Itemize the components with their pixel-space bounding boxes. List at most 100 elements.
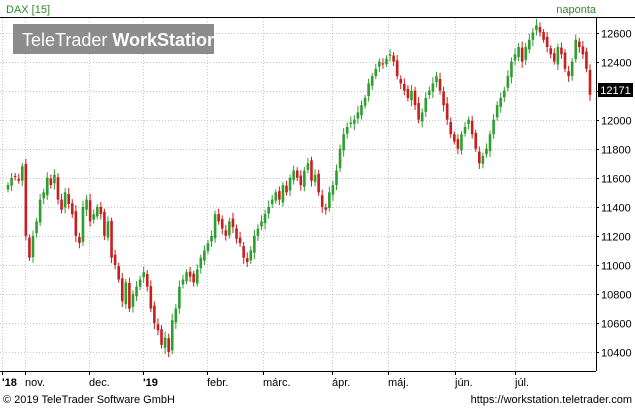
x-tick-label: '19 xyxy=(143,377,158,389)
x-tick-label: jún. xyxy=(454,377,473,389)
candle-body xyxy=(588,70,592,95)
candle xyxy=(256,224,260,241)
candle-body xyxy=(324,207,328,210)
candle xyxy=(92,209,95,224)
candle-body xyxy=(545,36,549,48)
y-tick-label: 10800 xyxy=(601,290,632,302)
candle xyxy=(378,58,381,73)
horizontal-gridlines xyxy=(0,33,596,353)
candle-body xyxy=(442,91,445,106)
candle xyxy=(353,115,356,131)
candle xyxy=(424,91,428,117)
candle-body xyxy=(145,273,149,287)
candle-body xyxy=(424,97,428,112)
candle xyxy=(99,202,103,220)
candle-body xyxy=(228,221,231,236)
candle xyxy=(485,143,488,158)
candle-body xyxy=(242,246,245,258)
candle xyxy=(238,231,242,247)
candle xyxy=(38,194,42,226)
candle xyxy=(431,77,435,99)
candle xyxy=(345,122,349,139)
candle-body xyxy=(542,31,545,40)
candle xyxy=(220,215,224,235)
candle xyxy=(145,270,149,292)
interval-label: naponta xyxy=(556,4,597,16)
candle xyxy=(131,290,135,313)
candle xyxy=(570,58,574,81)
candle-body xyxy=(6,185,10,190)
candle xyxy=(338,144,342,172)
candle xyxy=(185,269,188,285)
watermark-box xyxy=(13,24,214,54)
candle-body xyxy=(10,177,13,186)
candle xyxy=(320,189,324,213)
candle xyxy=(24,158,28,241)
candle xyxy=(160,324,163,349)
candle xyxy=(367,78,370,102)
plot-area-background xyxy=(0,18,596,371)
candle xyxy=(213,210,217,243)
candle xyxy=(10,173,13,192)
candle-body xyxy=(74,211,78,236)
candle-body xyxy=(338,148,342,169)
candle-body xyxy=(92,214,95,220)
candle-body xyxy=(320,195,324,207)
candle xyxy=(35,217,38,238)
candle xyxy=(324,203,328,215)
candle-body xyxy=(560,47,563,55)
candle xyxy=(303,167,306,192)
candle xyxy=(306,157,310,174)
candle xyxy=(363,94,367,109)
candle-body xyxy=(167,338,170,353)
candle xyxy=(552,48,556,65)
watermark-text-bold: WorkStation xyxy=(112,30,218,50)
candle-body xyxy=(88,200,92,222)
candle-body xyxy=(467,119,470,125)
candle xyxy=(231,212,235,234)
candle-body xyxy=(403,83,406,91)
candle xyxy=(556,43,560,71)
candle xyxy=(420,108,424,128)
candle-body xyxy=(513,54,517,61)
candle-body xyxy=(124,282,128,305)
candle xyxy=(549,45,553,59)
candle-body xyxy=(142,272,145,278)
candle xyxy=(81,200,85,246)
candle xyxy=(478,146,481,169)
candle-body xyxy=(238,237,242,244)
candle xyxy=(249,246,253,265)
candle-body xyxy=(99,206,103,215)
candle-body xyxy=(492,119,495,135)
candle-body xyxy=(235,228,238,239)
candle xyxy=(563,49,567,73)
footer-url[interactable]: https://workstation.teletrader.com xyxy=(471,394,632,406)
candle xyxy=(288,174,292,197)
candle-body xyxy=(67,194,70,204)
candle-body xyxy=(520,47,524,62)
candle-body xyxy=(42,192,46,199)
candle-body xyxy=(245,258,249,263)
candle xyxy=(28,234,31,261)
candle-body xyxy=(110,220,113,258)
candle-body xyxy=(335,170,338,186)
candle xyxy=(492,114,495,139)
candle-body xyxy=(20,166,24,181)
candle-body xyxy=(163,337,167,348)
candle xyxy=(188,266,192,282)
candle xyxy=(588,64,592,101)
candle xyxy=(70,199,74,218)
candle xyxy=(63,188,67,214)
candle-body xyxy=(470,120,474,135)
candle xyxy=(574,34,578,63)
candle-body xyxy=(581,46,585,55)
candle-body xyxy=(153,305,156,324)
y-tick-label: 12600 xyxy=(601,29,632,41)
candle-body xyxy=(288,177,292,191)
candle xyxy=(317,169,320,196)
candle-body xyxy=(303,170,306,187)
candle-body xyxy=(438,79,442,91)
candle-body xyxy=(131,294,135,307)
candle-body xyxy=(185,272,188,282)
